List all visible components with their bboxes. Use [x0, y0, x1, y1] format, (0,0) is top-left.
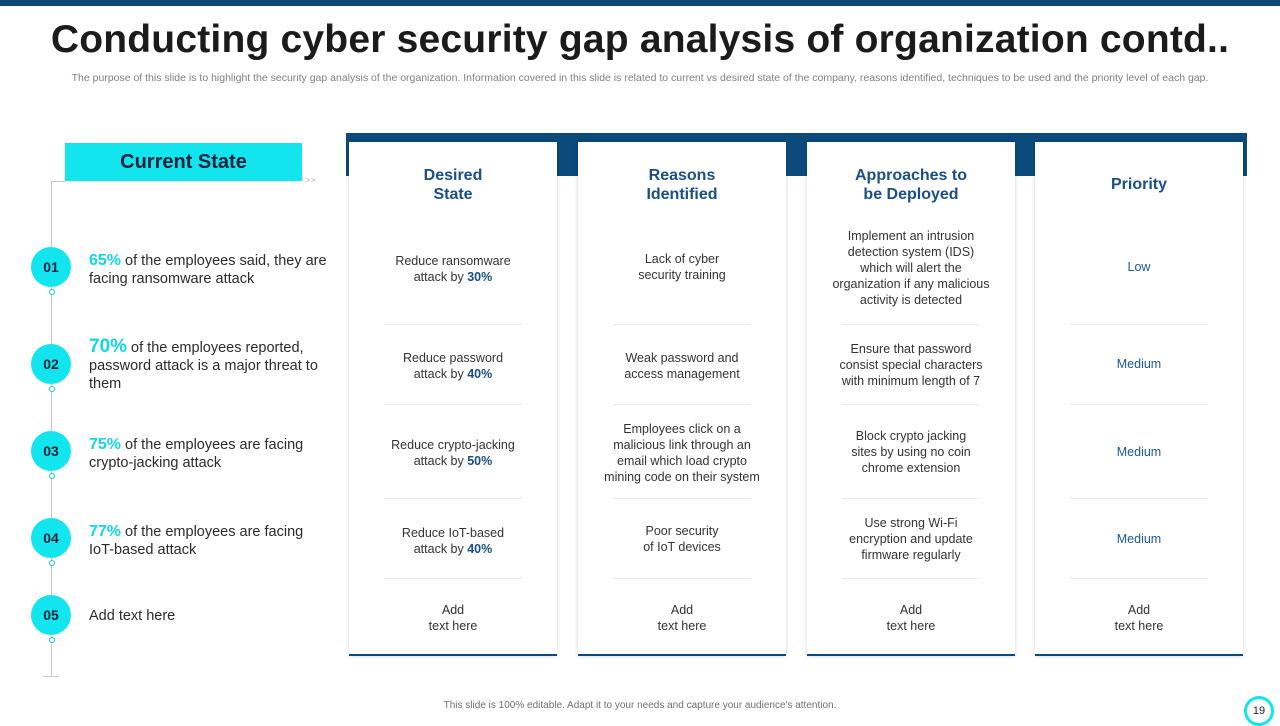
current-state-header: Current State: [65, 143, 302, 181]
step-number-badge: 05: [31, 595, 71, 635]
step-number-badge: 03: [31, 431, 71, 471]
row-divider: [384, 578, 522, 579]
column-reasons-identified: Reasons Identified Lack of cyber security …: [578, 142, 786, 656]
priority-value: Low: [1127, 260, 1151, 274]
table-cell: Add text here: [657, 603, 707, 633]
timeline-dot: [49, 289, 55, 295]
stat-text: of the employees reported, password atta…: [89, 340, 318, 392]
page-subtitle: The purpose of this slide is to highligh…: [71, 72, 1209, 84]
row-divider: [613, 404, 751, 405]
timeline-end-cap: [43, 676, 59, 677]
timeline-dot: [49, 560, 55, 566]
timeline-dot: [49, 637, 55, 643]
chevron-right-icon: >>: [305, 175, 316, 185]
table-cell: Lack of cyber security training: [638, 252, 726, 282]
priority-value: Medium: [1116, 532, 1162, 546]
current-state-item: Add text here: [89, 607, 329, 625]
timeline-connector: [51, 181, 65, 182]
column-desired-state: Desired State Reduce ransomware attack by …: [349, 142, 557, 656]
row-divider: [613, 578, 751, 579]
timeline-dot: [49, 473, 55, 479]
step-number-badge: 02: [31, 344, 71, 384]
step-number-badge: 04: [31, 518, 71, 558]
priority-value: Medium: [1116, 357, 1162, 371]
column-priority: Priority Low Medium Medium Medium Add tex…: [1035, 142, 1243, 656]
table-cell: Weak password and access management: [624, 351, 740, 381]
row-divider: [384, 324, 522, 325]
table-cell: Reduce IoT-based attack by 40%: [401, 526, 505, 556]
top-accent-bar: [0, 0, 1280, 6]
current-state-item: 77% of the employees are facing IoT-base…: [89, 523, 329, 559]
timeline-line: [51, 181, 52, 676]
page-title: Conducting cyber security gap analysis o…: [50, 18, 1230, 61]
footer-note: This slide is 100% editable. Adapt it to…: [443, 700, 837, 711]
stat-text: of the employees are facing IoT-based at…: [89, 524, 304, 558]
row-divider: [842, 578, 980, 579]
row-divider: [842, 498, 980, 499]
stat-percent: 65%: [89, 252, 122, 269]
row-divider: [842, 404, 980, 405]
current-state-item: 70% of the employees reported, password …: [89, 336, 329, 393]
stat-percent: 75%: [89, 436, 122, 453]
stat-text: Add text here: [89, 608, 176, 624]
table-cell: Add text here: [1114, 603, 1164, 633]
row-divider: [384, 404, 522, 405]
table-cell: Block crypto jacking sites by using no co…: [851, 429, 971, 475]
stat-text: of the employees said, they are facing r…: [89, 253, 327, 287]
current-state-item: 65% of the employees said, they are faci…: [89, 252, 329, 288]
table-cell: Use strong Wi-Fi encryption and update fir…: [849, 516, 973, 562]
table-cell: Reduce password attack by 40%: [402, 351, 504, 381]
current-state-item: 75% of the employees are facing crypto-j…: [89, 436, 329, 472]
stat-percent: 77%: [89, 523, 122, 540]
row-divider: [613, 498, 751, 499]
stat-text: of the employees are facing crypto-jacki…: [89, 437, 304, 471]
table-cell: Ensure that password consist special char…: [839, 342, 983, 388]
priority-value: Medium: [1116, 445, 1162, 459]
column-header: Approaches to be Deployed: [854, 167, 967, 203]
table-cell: Reduce ransomware attack by 30%: [395, 254, 511, 284]
row-divider: [384, 498, 522, 499]
table-cell: Reduce crypto-jacking attack by 50%: [391, 438, 515, 468]
column-header: Desired State: [423, 167, 483, 203]
row-divider: [1070, 498, 1208, 499]
row-divider: [1070, 578, 1208, 579]
row-divider: [842, 324, 980, 325]
table-cell: Add text here: [428, 603, 478, 633]
column-header: Priority: [1110, 176, 1167, 193]
page-number: 19: [1244, 696, 1274, 726]
column-approaches: Approaches to be Deployed Implement an in…: [807, 142, 1015, 656]
table-cell: Add text here: [886, 603, 936, 633]
table-cell: Employees click on a malicious link throu…: [604, 422, 760, 484]
table-cell: Implement an intrusion detection system (…: [832, 229, 990, 307]
row-divider: [613, 324, 751, 325]
column-header: Reasons Identified: [646, 167, 718, 203]
step-number-badge: 01: [31, 247, 71, 287]
row-divider: [1070, 324, 1208, 325]
stat-percent: 70%: [89, 336, 128, 357]
timeline-dot: [49, 386, 55, 392]
row-divider: [1070, 404, 1208, 405]
table-cell: Poor security of IoT devices: [643, 524, 721, 554]
